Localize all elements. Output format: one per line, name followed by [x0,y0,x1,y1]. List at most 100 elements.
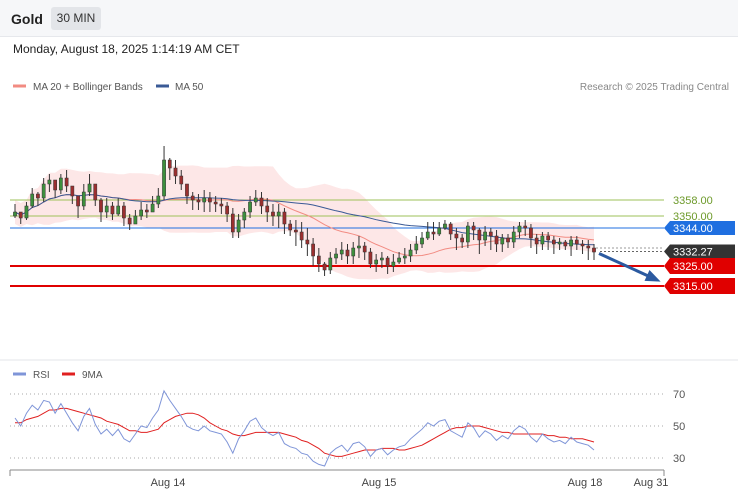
candle-body [425,231,430,239]
candle-body [127,217,132,225]
candle-body [219,203,224,207]
candle-body [18,211,23,219]
candle-body [225,205,229,215]
forecast-arrowhead [644,269,661,282]
candle-body [552,239,556,245]
candle-body [408,249,413,257]
forecast-arrow [598,252,661,282]
candle-body [116,205,121,215]
candle-body [36,193,40,199]
x-tick-label: Aug 15 [362,477,397,489]
candlesticks [13,146,596,276]
candle-body [47,179,52,185]
resistance-label: 3358.00 [673,195,713,207]
candle-body [276,211,281,217]
candle-body [110,205,115,215]
candle-body [414,243,419,251]
candle-body [70,185,75,197]
candle-body [305,239,310,245]
pivot-tag [664,221,735,235]
candle-body [345,249,350,257]
candle-body [477,229,482,241]
candle-body [506,237,510,243]
last-price-label: 3332.27 [673,246,713,258]
ma20-legend-label: MA 20 + Bollinger Bands [33,82,143,93]
candle-body [437,227,442,235]
candle-body [362,245,367,253]
rsi-ma-legend-swatch [62,372,75,376]
candle-body [557,241,562,245]
support-tag [664,258,735,274]
candle-body [156,195,161,205]
candle-body [517,225,522,233]
candle-body [87,183,92,193]
rsi-legend: RSI 9MA [13,370,103,381]
candle-body [311,243,315,257]
candle-body [431,231,436,235]
price-levels [10,199,664,287]
candle-body [179,175,184,185]
candle-body [133,215,138,225]
candle-body [540,235,545,245]
support-tag [664,278,735,294]
candle-body [569,239,573,247]
candle-body [483,231,487,241]
candle-body [104,205,109,213]
candle-body [368,251,373,265]
candle-body [93,183,98,201]
instrument-title: Gold [11,11,43,27]
x-tick-label: Aug 18 [568,477,603,489]
candle-body [374,259,379,265]
candle-body [546,235,550,241]
rsi-ma-legend-label: 9MA [82,370,103,381]
candle-body [253,197,258,203]
candle-body [167,159,172,169]
candle-body [574,239,579,245]
ma20-legend-swatch [13,84,26,88]
candle-body [213,201,218,205]
candle-body [460,237,464,243]
candle-body [162,159,166,197]
candle-body [351,247,356,257]
candle-body [99,199,103,213]
candle-body [494,235,499,245]
candle-body [397,257,401,263]
candle-body [357,245,361,249]
rsi-tick-label: 70 [673,389,685,401]
candle-body [471,225,476,231]
candle-body [466,225,470,243]
price-legend: MA 20 + Bollinger Bands MA 50 Research ©… [13,82,729,93]
candle-body [265,205,270,213]
pivot-label: 3344.00 [673,223,713,235]
x-axis-ticks: Aug 14 Aug 15 Aug 18 Aug 31 [9,470,669,489]
copyright-text: Research © 2025 Trading Central [580,82,729,93]
candle-body [53,179,57,191]
x-tick-label: Aug 31 [634,477,669,489]
candle-body [316,255,321,265]
rsi-pane: 70 50 30 [10,389,685,467]
candle-body [259,197,264,207]
candle-body [30,193,35,207]
rsi-tick-label: 50 [673,421,685,433]
candle-body [586,245,591,249]
support-label: 3325.00 [673,261,713,273]
x-tick-label: Aug 14 [151,477,186,489]
candle-body [580,243,585,247]
timeframe-tab[interactable]: 30 MIN [51,7,101,30]
candle-body [122,205,126,219]
candle-body [242,211,247,221]
rsi-legend-swatch [13,372,26,376]
resistance-label: 3350.00 [673,211,713,223]
candle-body [334,253,338,259]
candle-body [196,199,201,203]
rsi-tick-label: 30 [673,453,685,465]
last-price-tag [664,244,735,259]
candle-body [488,231,493,237]
candle-body [420,237,424,245]
chart-header: Gold 30 MIN [0,0,738,37]
candle-body [322,263,327,271]
candle-body [592,247,596,253]
